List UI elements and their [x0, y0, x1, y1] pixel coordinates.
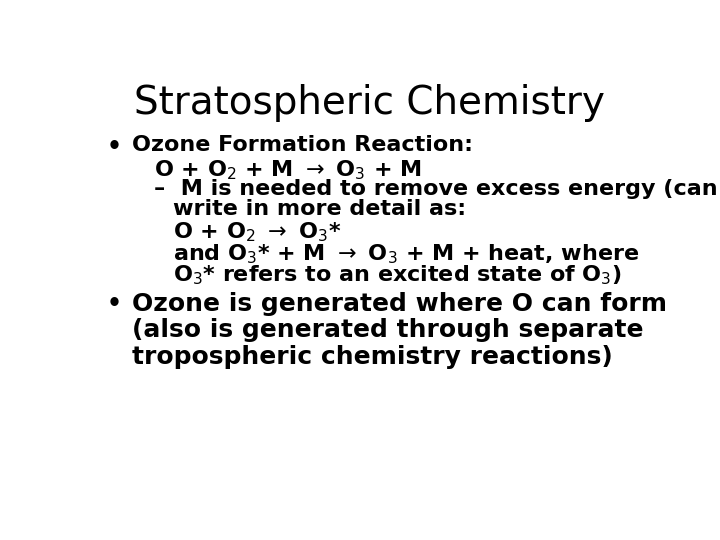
Text: Ozone is generated where O can form: Ozone is generated where O can form — [132, 292, 667, 316]
Text: •: • — [107, 292, 122, 316]
Text: write in more detail as:: write in more detail as: — [173, 199, 466, 219]
Text: Stratospheric Chemistry: Stratospheric Chemistry — [134, 84, 604, 122]
Text: O + O$_2$ + M $\rightarrow$ O$_3$ + M: O + O$_2$ + M $\rightarrow$ O$_3$ + M — [154, 158, 422, 182]
Text: and O$_3$* + M $\rightarrow$ O$_3$ + M + heat, where: and O$_3$* + M $\rightarrow$ O$_3$ + M +… — [173, 242, 639, 266]
Text: O$_3$* refers to an excited state of O$_3$): O$_3$* refers to an excited state of O$_… — [173, 263, 621, 287]
Text: tropospheric chemistry reactions): tropospheric chemistry reactions) — [132, 345, 613, 369]
Text: O + O$_2$ $\rightarrow$ O$_3$*: O + O$_2$ $\rightarrow$ O$_3$* — [173, 221, 341, 244]
Text: –  M is needed to remove excess energy (can: – M is needed to remove excess energy (c… — [154, 179, 718, 199]
Text: •: • — [107, 136, 122, 159]
Text: (also is generated through separate: (also is generated through separate — [132, 319, 644, 342]
Text: Ozone Formation Reaction:: Ozone Formation Reaction: — [132, 136, 473, 156]
